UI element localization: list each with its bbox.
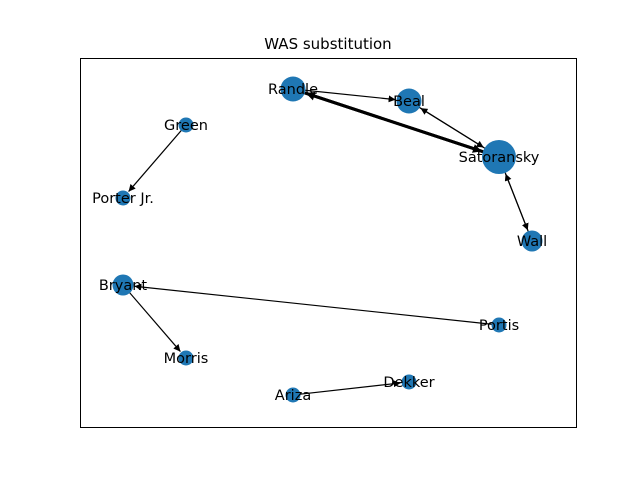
node-label-dekker: Dekker xyxy=(383,375,434,391)
plot-frame xyxy=(80,58,577,428)
labels-layer: Randle Beal Satoransky Green Porter Jr. Wall B… xyxy=(92,82,547,404)
node-label-wall: Wall xyxy=(517,234,547,250)
edge-bryant-to-morris xyxy=(123,286,181,352)
node-morris xyxy=(178,350,194,366)
edge-portis-to-bryant xyxy=(134,283,498,326)
node-label-portis: Portis xyxy=(479,318,519,334)
node-portis xyxy=(491,317,507,333)
node-ariza xyxy=(285,387,301,403)
edges-layer xyxy=(123,88,532,396)
edge-ariza-to-dekker xyxy=(294,380,401,396)
chart-title: WAS substitution xyxy=(264,35,391,53)
node-bryant xyxy=(112,274,134,296)
node-label-bryant: Bryant xyxy=(99,278,148,294)
edge-randle-to-beal xyxy=(295,88,396,103)
node-green xyxy=(178,117,194,133)
node-label-porter: Porter Jr. xyxy=(92,191,154,207)
node-dekker xyxy=(401,374,417,390)
node-label-ariza: Ariza xyxy=(275,388,311,404)
node-randle xyxy=(280,76,306,102)
node-label-green: Green xyxy=(164,118,208,134)
node-wall xyxy=(521,230,543,252)
node-porter xyxy=(115,190,131,206)
node-satoransky xyxy=(482,140,516,174)
node-label-satoransky: Satoransky xyxy=(459,150,540,166)
node-label-beal: Beal xyxy=(393,94,425,110)
edge-randle-to-satoransky xyxy=(294,88,483,153)
edge-green-to-porter xyxy=(128,125,186,192)
edge-beal-to-satoransky xyxy=(410,101,485,149)
node-beal xyxy=(396,88,422,114)
edge-wall-to-satoransky xyxy=(504,173,532,240)
node-label-randle: Randle xyxy=(268,82,318,98)
node-label-morris: Morris xyxy=(164,351,209,367)
nodes-layer xyxy=(112,76,543,403)
